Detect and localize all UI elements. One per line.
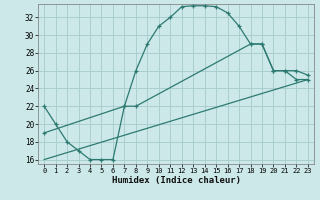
X-axis label: Humidex (Indice chaleur): Humidex (Indice chaleur): [111, 176, 241, 185]
